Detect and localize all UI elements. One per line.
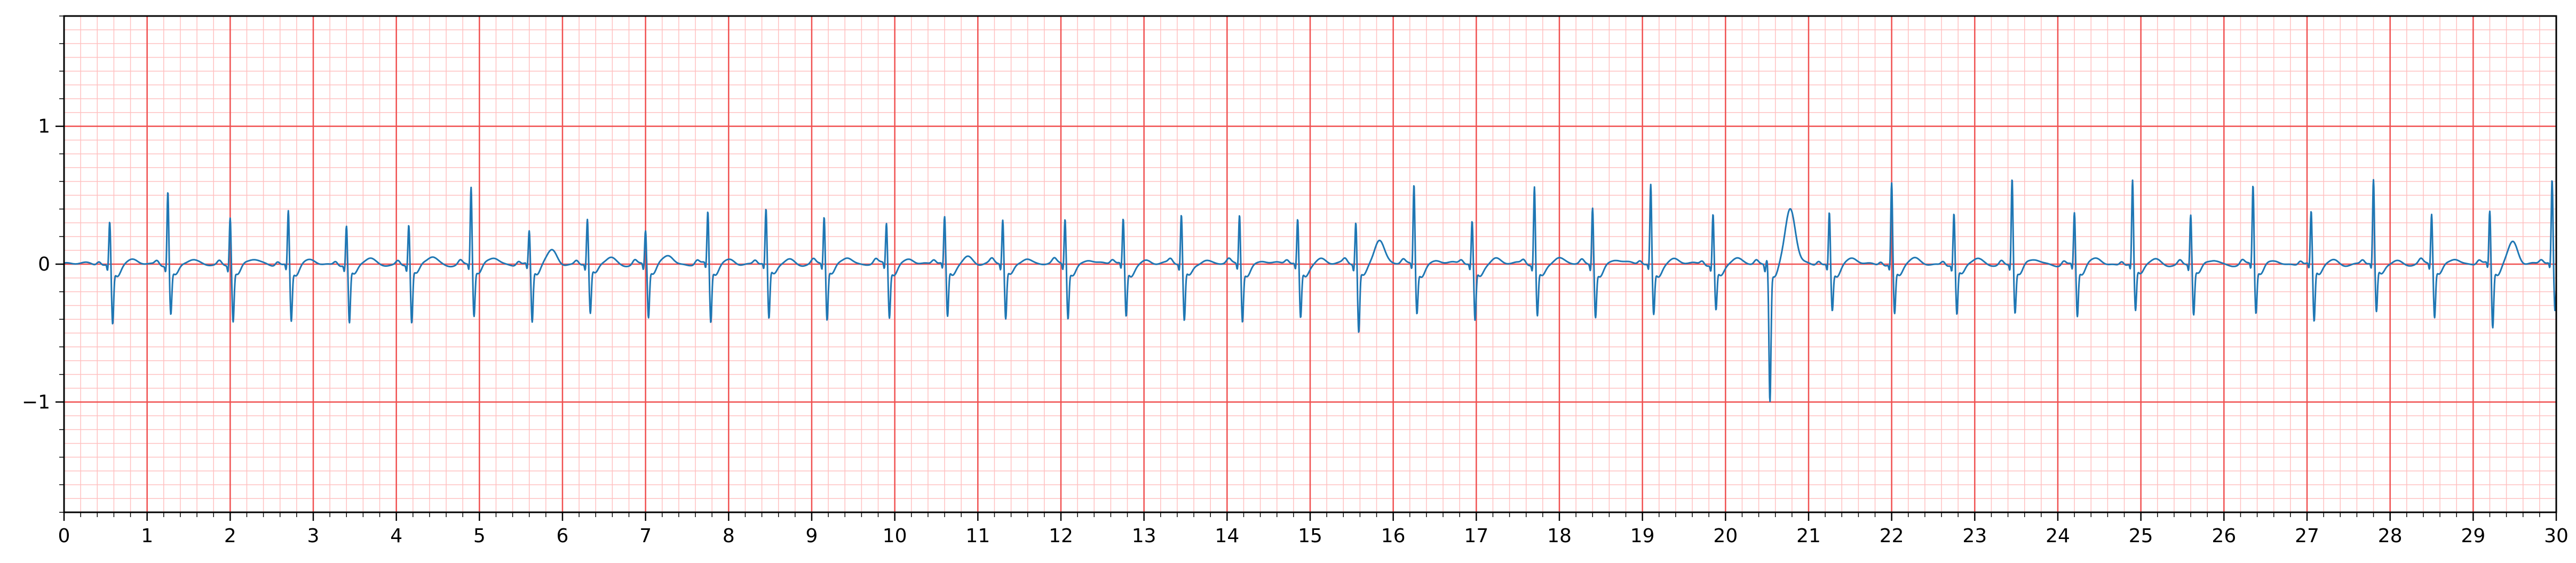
x-tick-label: 17 [1464,525,1488,547]
y-tick-label: 0 [38,253,50,275]
x-tick-label: 19 [1630,525,1655,547]
x-tick-label: 25 [2129,525,2153,547]
y-tick-label: −1 [22,391,50,413]
x-tick-label: 1 [141,525,153,547]
x-tick-label: 21 [1796,525,1821,547]
x-tick-label: 18 [1547,525,1572,547]
x-tick-label: 9 [806,525,818,547]
ecg-trace-line [64,179,2557,402]
x-tick-label: 23 [1962,525,1987,547]
x-tick-label: 6 [557,525,569,547]
x-tick-label: 12 [1049,525,1073,547]
x-tick-label: 2 [224,525,236,547]
x-tick-label: 15 [1298,525,1322,547]
y-axis: 1 0 −1 [22,15,64,513]
x-tick-label: 0 [58,525,70,547]
x-tick-label: 20 [1713,525,1738,547]
x-tick-label: 22 [1880,525,1904,547]
x-tick-label: 5 [473,525,486,547]
x-tick-label: 29 [2461,525,2485,547]
y-tick-label: 1 [38,116,50,138]
x-tick-label: 3 [307,525,320,547]
x-tick-label: 4 [390,525,402,547]
x-tick-label: 27 [2295,525,2319,547]
x-tick-label: 10 [883,525,907,547]
x-tick-label: 13 [1132,525,1156,547]
x-tick-label: 28 [2378,525,2403,547]
x-tick-label: 24 [2046,525,2070,547]
x-tick-label: 8 [723,525,735,547]
x-tick-label: 30 [2544,525,2569,547]
x-axis: 0 1 2 3 4 5 6 7 8 9 10 11 12 13 14 15 16 17 18 19 20 21 22 23 24… [58,512,2569,547]
x-tick-label: 26 [2212,525,2236,547]
x-tick-label: 7 [639,525,652,547]
x-tick-label: 16 [1381,525,1406,547]
x-tick-label: 14 [1215,525,1239,547]
x-tick-label: 11 [965,525,990,547]
